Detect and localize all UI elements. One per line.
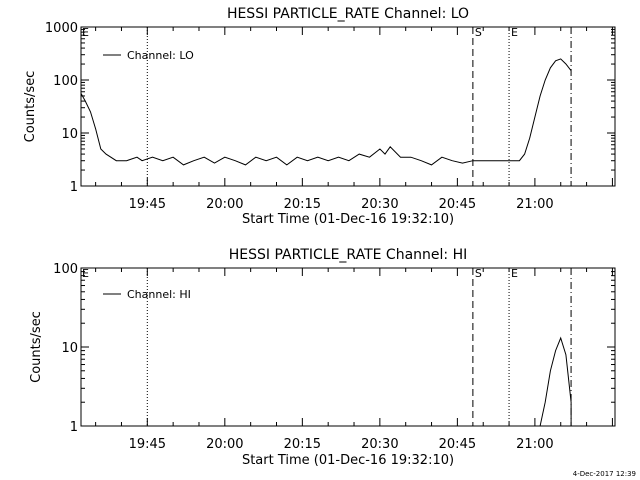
chart0-ytick-label: 100 — [53, 74, 78, 89]
chart1-ytick-label: 10 — [61, 341, 78, 356]
chart1-xlabel: Start Time (01-Dec-16 19:32:10) — [242, 453, 454, 468]
chart0-xtick-label: 20:30 — [361, 197, 398, 212]
chart0-ytick-label: 1000 — [45, 21, 78, 36]
chart1-marker-label: E — [511, 267, 518, 280]
chart1-xtick-label: 21:00 — [516, 437, 553, 452]
chart1-xtick-label: 20:45 — [439, 437, 476, 452]
chart0-xtick-label: 21:00 — [516, 197, 553, 212]
chart0-ylabel: Counts/sec — [23, 71, 38, 143]
chart1-ytick-label: 1 — [70, 420, 78, 435]
hi-channel-panel: HESSI PARTICLE_RATE Channel: HI 1 10 100 19:… — [29, 247, 616, 468]
chart0-xlabel: Start Time (01-Dec-16 19:32:10) — [242, 212, 454, 227]
chart1-marker-label: S — [475, 267, 482, 280]
chart0-marker-label: E — [511, 26, 518, 39]
chart0-xtick-label: 20:00 — [206, 197, 243, 212]
chart1-xtick-label: 20:30 — [361, 437, 398, 452]
chart1-xtick-label: 20:00 — [206, 437, 243, 452]
timestamp-label: 4-Dec-2017 12:39 — [572, 470, 636, 478]
chart1-legend-label: Channel: HI — [127, 288, 191, 301]
chart0-plot-frame — [80, 26, 616, 187]
chart1-edge-label: E — [82, 267, 89, 280]
chart0-series-line — [81, 58, 572, 166]
chart0-title: HESSI PARTICLE_RATE Channel: LO — [227, 6, 469, 22]
chart1-ytick-label: 100 — [53, 262, 78, 277]
chart0-marker-label: S — [475, 26, 482, 39]
chart1-series-line — [539, 336, 572, 426]
chart1-xtick-label: 19:45 — [129, 437, 166, 452]
chart0-legend-label: Channel: LO — [127, 49, 194, 62]
chart0-edge-label: E — [82, 26, 89, 39]
chart0-xtick-label: 19:45 — [129, 197, 166, 212]
chart0-ytick-label: 10 — [61, 127, 78, 142]
chart1-ylabel: Counts/sec — [29, 311, 44, 383]
chart1-title: HESSI PARTICLE_RATE Channel: HI — [229, 247, 467, 263]
lo-channel-panel: HESSI PARTICLE_RATE Channel: LO 1 10 100 100… — [23, 6, 616, 227]
chart0-ytick-label: 1 — [70, 180, 78, 195]
chart0-xtick-label: 20:45 — [439, 197, 476, 212]
chart0-xtick-label: 20:15 — [284, 197, 321, 212]
chart1-xtick-label: 20:15 — [284, 437, 321, 452]
